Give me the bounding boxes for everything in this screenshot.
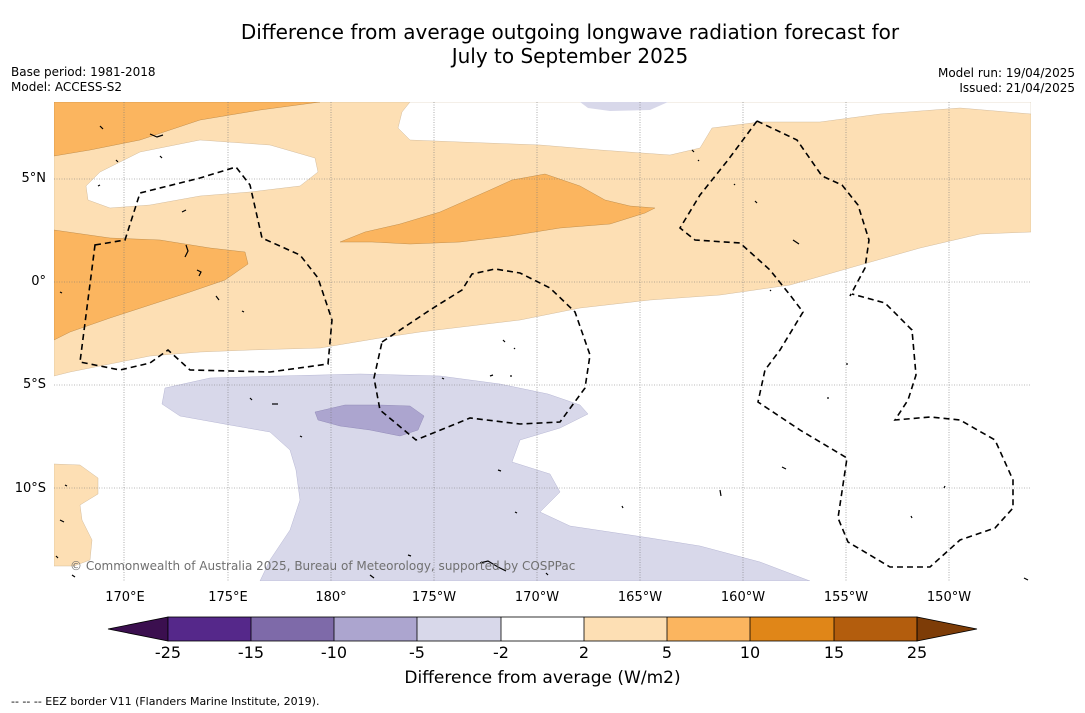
olr-positive-patch-west [54,229,249,341]
model-text: Model: ACCESS-S2 [11,80,123,94]
lon-label-180: 180° [315,590,347,605]
lat-label-0: 0° [31,274,46,289]
map-canvas [54,102,1031,581]
colorbar-tick: 10 [739,643,761,662]
colorbar-tick: 5 [661,643,673,662]
colorbar-tick: -2 [493,643,509,662]
lon-label-155w: 155°W [823,590,869,605]
olr-positive-patch-sw [54,463,99,567]
colorbar-bin-2 [251,617,334,641]
colorbar-bin-1 [168,617,251,641]
colorbar-bin-9 [834,617,917,641]
map-title: Difference from average outgoing longwav… [0,20,1085,68]
colorbar-tick: 2 [578,643,590,662]
colorbar-tick: 25 [906,643,928,662]
colorbar-tick: -10 [320,643,348,662]
colorbar-above-max [916,616,978,642]
colorbar-bin-6 [584,617,667,641]
eez-border-east [678,120,1014,568]
eez-border-northeast [756,120,870,297]
issued-text: Issued: 21/04/2025 [959,81,1075,95]
lon-label-165w: 165°W [617,590,663,605]
lon-label-170e: 170°E [105,590,145,605]
lat-label-10s: 10°S [14,481,46,496]
eez-border-note: -- -- -- EEZ border V11 (Flanders Marine… [11,695,320,708]
colorbar-bin-5 [501,617,584,641]
olr-neutral-patch-west [85,139,319,209]
map-title-line2: July to September 2025 [451,44,689,68]
olr-neutral-patch-north [397,102,1031,156]
colorbar-bin-4 [417,617,501,641]
olr-positive-patch-nw [54,102,321,157]
eez-borders [79,120,1014,568]
lat-label-5s: 5°S [22,377,46,392]
map-gridlines [54,102,1031,581]
colorbar-tick: 15 [823,643,845,662]
colorbar-bin-7 [667,617,750,641]
islands [55,125,1029,581]
lon-label-175e: 175°E [208,590,248,605]
colorbar [107,616,978,642]
olr-positive-patch-centre [339,173,656,245]
eez-border-west [79,166,333,373]
model-run-text: Model run: 19/04/2025 [937,66,1075,80]
lon-label-170w: 170°W [514,590,560,605]
olr-negative-patch-purple [314,404,425,437]
colorbar-tick: -5 [409,643,425,662]
map-area [54,102,1031,581]
map-title-line1: Difference from average outgoing longwav… [240,20,900,44]
lon-label-160w: 160°W [720,590,766,605]
colorbar-title: Difference from average (W/m2) [404,668,681,688]
colorbar-bin-8 [750,617,834,641]
meta-left: Base period: 1981-2018 Model: ACCESS-S2 [11,65,156,95]
lon-label-175w: 175°W [411,590,457,605]
lon-label-150w: 150°W [926,590,972,605]
olr-negative-region-south [161,373,811,581]
colorbar-tick: -15 [237,643,265,662]
meta-right: Model run: 19/04/2025 Issued: 21/04/2025 [938,66,1075,96]
base-period-text: Base period: 1981-2018 [11,65,156,79]
olr-negative-patch-top [580,102,668,111]
colorbar-below-min [107,616,169,642]
lat-label-5n: 5°N [21,171,47,186]
colorbar-tick: -25 [154,643,182,662]
colorbar-bin-3 [334,617,417,641]
copyright-notice: © Commonwealth of Australia 2025, Bureau… [70,559,576,573]
